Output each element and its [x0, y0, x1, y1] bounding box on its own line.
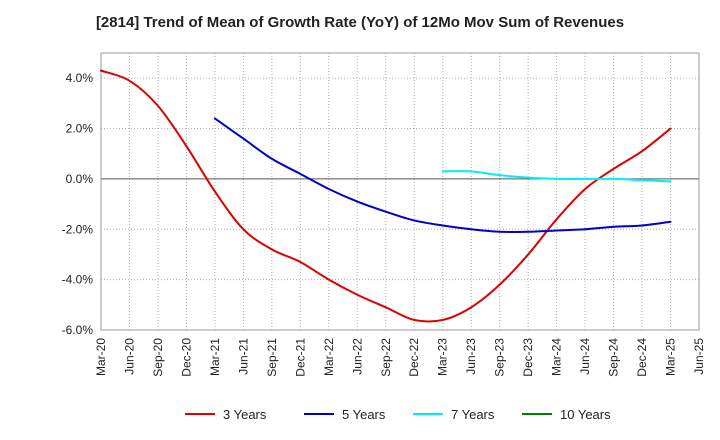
x-tick-label: Sep-20 — [151, 338, 165, 377]
x-tick-label: Dec-20 — [179, 338, 193, 377]
axis-layer: 4.0% 2.0% 0.0% -2.0% -4.0% -6.0%Mar-20 Jun-20 S… — [62, 52, 706, 377]
chart-title: [2814] Trend of Mean of Growth Rate (YoY… — [95, 14, 625, 31]
series-line-7-years — [441, 170, 672, 183]
plot-frame — [100, 52, 700, 331]
x-tick-label: Mar-23 — [436, 338, 450, 376]
x-tick-label: Jun-22 — [350, 338, 364, 375]
legend-label-10-years: 10 Years — [560, 407, 611, 422]
series-line-5-years — [213, 117, 672, 234]
y-tick-label: -2.0% — [62, 222, 94, 236]
x-tick-label: Jun-25 — [692, 338, 706, 375]
x-tick-label: Mar-25 — [664, 338, 678, 376]
grid-layer — [101, 53, 699, 330]
x-tick-label: Mar-21 — [208, 338, 222, 376]
x-tick-label: Dec-23 — [521, 338, 535, 377]
y-tick-label: -4.0% — [62, 273, 94, 287]
legend-label-3-years: 3 Years — [223, 407, 267, 422]
x-tick-label: Sep-24 — [607, 338, 621, 377]
x-tick-label: Mar-22 — [322, 338, 336, 376]
x-tick-label: Sep-21 — [265, 338, 279, 377]
x-tick-label: Jun-20 — [122, 338, 136, 375]
x-tick-label: Sep-23 — [493, 338, 507, 377]
y-tick-label: -6.0% — [62, 323, 94, 337]
x-tick-label: Mar-24 — [550, 338, 564, 376]
x-tick-label: Dec-24 — [635, 338, 649, 377]
x-tick-label: Jun-24 — [578, 338, 592, 375]
x-tick-label: Sep-22 — [379, 338, 393, 377]
x-tick-label: Jun-23 — [464, 338, 478, 375]
x-tick-label: Mar-20 — [94, 338, 108, 376]
legend-label-5-years: 5 Years — [342, 407, 386, 422]
legend-label-7-years: 7 Years — [451, 407, 495, 422]
series-line-3-years — [100, 69, 672, 323]
y-tick-label: 4.0% — [66, 71, 94, 85]
y-tick-label: 2.0% — [66, 122, 94, 136]
y-tick-label: 0.0% — [66, 172, 94, 186]
legend-layer: 3 Years 5 Years 7 Years 10 Years — [185, 407, 611, 422]
x-tick-label: Jun-21 — [236, 338, 250, 375]
x-tick-label: Dec-22 — [407, 338, 421, 377]
x-tick-label: Dec-21 — [293, 338, 307, 377]
series-layer — [100, 69, 672, 323]
